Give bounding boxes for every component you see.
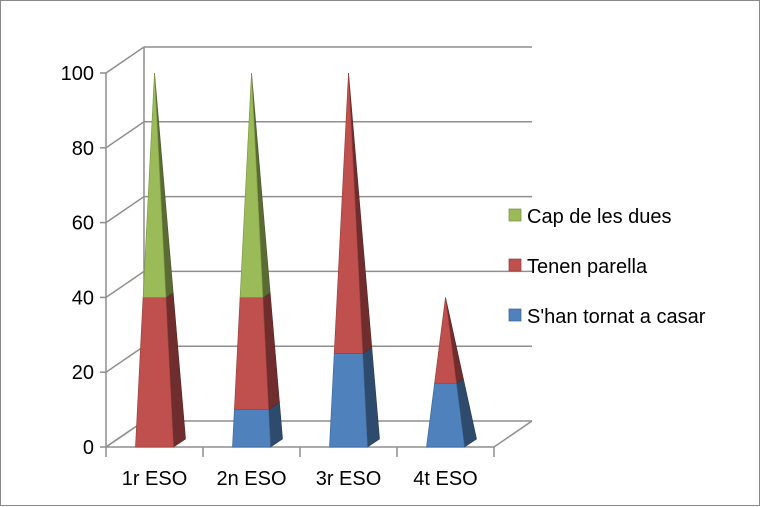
legend-label: S'han tornat a casar [527, 306, 706, 328]
gridline-side-1 [105, 345, 145, 373]
y-tick-label: 40 [72, 287, 94, 309]
floor-right-edge [493, 420, 533, 448]
pyramid-bars [135, 72, 477, 448]
gridline-side-4 [105, 121, 145, 149]
legend: Cap de les dues Tenen parella S'han tornat… [508, 206, 706, 328]
legend-swatch [508, 208, 522, 222]
bar-segment-2-0 [329, 353, 368, 448]
legend-swatch [508, 308, 522, 322]
gridline-side-3 [105, 195, 145, 224]
y-tick-label: 0 [83, 437, 94, 459]
x-tick-label: 4t ESO [413, 468, 477, 490]
legend-label: Cap de les dues [527, 206, 672, 228]
bar-segment-1-2 [239, 72, 264, 298]
x-tick-label: 3r ESO [316, 468, 382, 490]
legend-label: Tenen parella [527, 256, 648, 278]
bar-segment-0-2 [142, 72, 167, 298]
y-axis: 0 20 40 60 80 100 [61, 63, 106, 459]
x-tick-label: 2n ESO [216, 468, 286, 490]
bar-side-1-0 [268, 401, 283, 448]
y-tick-label: 100 [61, 63, 94, 85]
bar-segment-3-1 [434, 297, 457, 384]
bar-segment-2-1 [333, 72, 364, 354]
y-tick-label: 80 [72, 138, 94, 160]
x-tick-label: 1r ESO [122, 468, 188, 490]
y-tick-label: 20 [72, 362, 94, 384]
y-tick-label: 60 [72, 213, 94, 235]
x-axis: 1r ESO 2n ESO 3r ESO 4t ESO [105, 447, 495, 490]
bar-segment-1-0 [232, 409, 271, 448]
gridline-side-5 [105, 46, 145, 74]
legend-swatch [508, 258, 522, 272]
bar-segment-1-1 [234, 297, 269, 410]
gridline-side-2 [105, 270, 145, 299]
